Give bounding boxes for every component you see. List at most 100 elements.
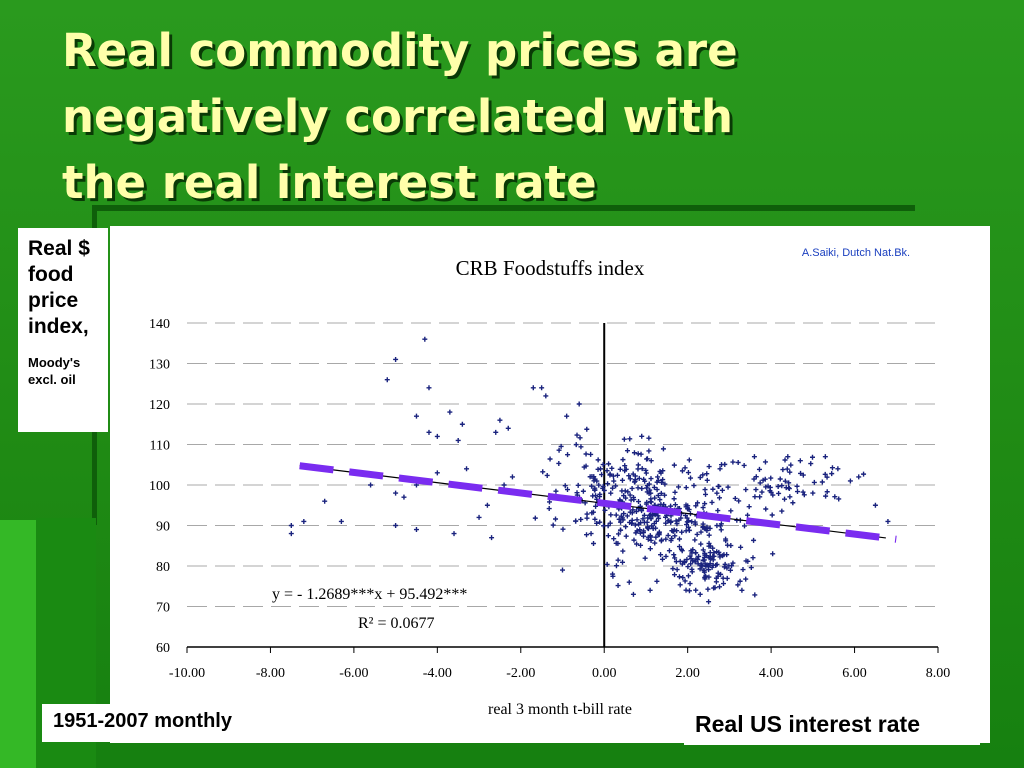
data-point	[578, 444, 584, 450]
data-point	[648, 458, 654, 464]
points-layer	[288, 336, 891, 605]
data-point	[784, 466, 790, 472]
data-point	[652, 540, 658, 546]
data-point	[620, 548, 626, 554]
data-point	[464, 466, 470, 472]
data-point	[782, 457, 788, 463]
grid-layer	[187, 322, 938, 607]
data-point	[730, 560, 736, 566]
data-point	[702, 501, 708, 507]
data-point	[624, 448, 630, 454]
data-point	[752, 494, 758, 500]
data-point	[600, 462, 606, 468]
data-point	[613, 563, 619, 569]
data-point	[657, 497, 663, 503]
data-point	[600, 485, 606, 491]
data-point	[401, 494, 407, 500]
data-point	[701, 557, 707, 563]
data-point	[645, 515, 651, 521]
data-point	[703, 491, 709, 497]
data-point	[662, 492, 668, 498]
data-point	[562, 483, 568, 489]
data-point	[553, 516, 559, 522]
data-point	[613, 512, 619, 518]
data-point	[673, 559, 679, 565]
data-point	[413, 527, 419, 533]
data-point	[672, 533, 678, 539]
data-point	[706, 555, 712, 561]
data-point	[659, 537, 665, 543]
data-point	[743, 487, 749, 493]
data-point	[627, 476, 633, 482]
x-axis-title: real 3 month t-bill rate	[488, 701, 632, 718]
data-point	[584, 426, 590, 432]
period-note: 1951-2007 monthly	[42, 704, 286, 742]
data-point	[484, 502, 490, 508]
data-point	[686, 507, 692, 513]
r-squared-label: R² = 0.0677	[358, 615, 435, 632]
data-point	[656, 515, 662, 521]
data-point	[685, 573, 691, 579]
data-point	[683, 485, 689, 491]
data-point	[434, 470, 440, 476]
data-point	[633, 530, 639, 536]
data-point	[700, 505, 706, 511]
data-point	[588, 531, 594, 537]
data-point	[658, 490, 664, 496]
data-point	[639, 466, 645, 472]
data-point	[666, 548, 672, 554]
data-point	[589, 510, 595, 516]
data-point	[610, 473, 616, 479]
data-point	[762, 459, 768, 465]
data-point	[751, 537, 757, 543]
data-point	[584, 515, 590, 521]
data-point	[422, 336, 428, 342]
data-point	[692, 537, 698, 543]
data-point	[757, 494, 763, 500]
data-point	[638, 542, 644, 548]
data-point	[610, 573, 616, 579]
data-point	[681, 558, 687, 564]
data-point	[836, 496, 842, 502]
data-point	[808, 461, 814, 467]
data-point	[589, 483, 595, 489]
data-point	[301, 518, 307, 524]
data-point	[698, 563, 704, 569]
data-point	[688, 475, 694, 481]
data-point	[547, 499, 552, 505]
data-point	[738, 544, 744, 550]
data-point	[776, 490, 782, 496]
data-point	[575, 482, 581, 488]
data-point	[684, 556, 690, 562]
data-point	[663, 514, 669, 520]
data-point	[621, 511, 627, 517]
data-point	[706, 574, 712, 580]
y-tick-label: 60	[156, 641, 170, 656]
data-point	[824, 489, 830, 495]
data-point	[623, 524, 629, 530]
data-point	[654, 578, 660, 584]
data-point	[581, 464, 587, 470]
regression-line	[299, 465, 886, 539]
data-point	[451, 531, 457, 537]
x-axis-note: Real US interest rate	[684, 703, 980, 745]
data-point	[798, 470, 804, 476]
data-point	[829, 471, 835, 477]
data-point	[550, 522, 556, 528]
data-point	[640, 516, 646, 522]
data-point	[620, 457, 626, 463]
data-point	[683, 502, 689, 508]
data-point	[688, 561, 694, 567]
data-point	[668, 503, 674, 509]
data-point	[832, 494, 838, 500]
data-point	[608, 490, 614, 496]
data-point	[702, 561, 708, 567]
x-tick-label: -2.00	[506, 666, 535, 681]
data-point	[697, 591, 703, 597]
data-point	[787, 469, 793, 475]
data-point	[648, 499, 654, 505]
data-point	[573, 518, 579, 524]
data-point	[757, 480, 763, 486]
data-point	[646, 448, 652, 454]
data-point	[648, 490, 654, 496]
